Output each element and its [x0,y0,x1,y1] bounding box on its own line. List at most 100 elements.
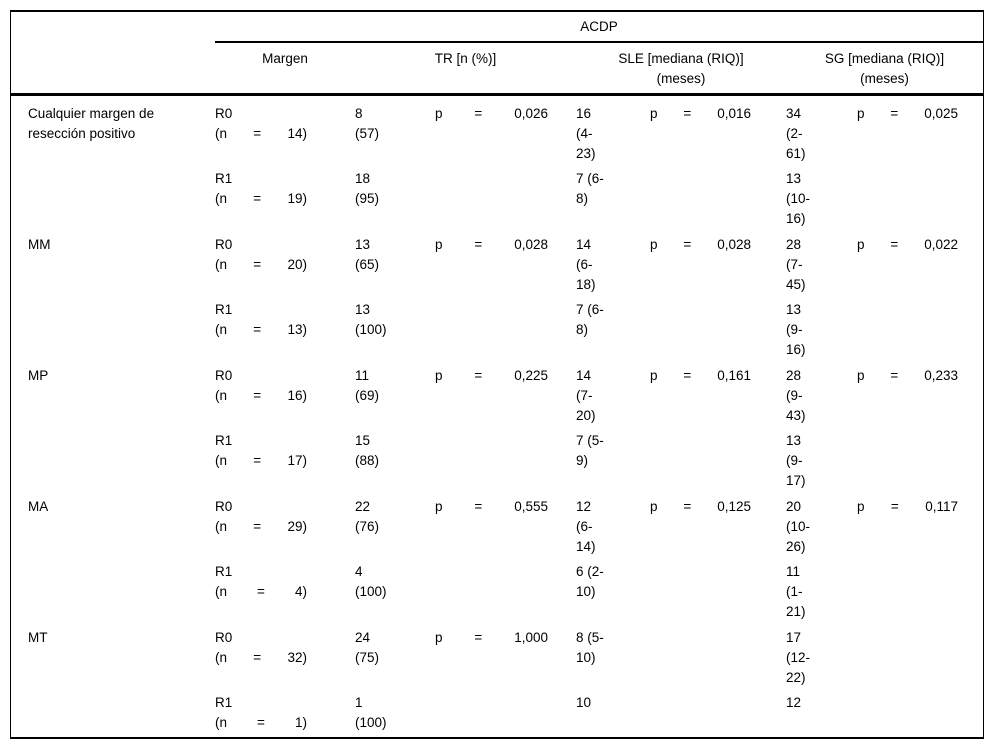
margin-cell: R0 (n = 16) [215,366,355,406]
p-symbol: p [435,499,443,514]
tr-value: 18 (95) [355,171,380,206]
tr-value: 13 (65) [355,237,380,272]
sg-p-cell: p = 0,117 [857,497,983,517]
table-row: R1 (n = 13) 13 (100) 7 (6- 8) 13 (9- 16) [11,300,983,366]
tr-p-cell: p = 0,026 [435,104,576,124]
equals-symbol: = [683,368,692,383]
p-value: 0,161 [717,368,751,383]
tr-value: 8 (57) [355,106,380,141]
sg-value: 17 (12- 22) [786,630,811,685]
p-value: 0,225 [514,368,548,383]
equals-symbol: = [890,237,899,252]
margin-code: R0 [215,237,233,252]
tr-p-cell: p = 0,028 [435,235,576,255]
margin-cell: R1 (n = 17) [215,431,355,471]
table-row: R1 (n = 1) 1 (100) 10 12 [11,693,983,737]
col-header-sle: SLE [mediana (RIQ)] (meses) [618,51,744,86]
tr-value: 22 (76) [355,499,380,534]
margin-code: R0 [215,630,233,645]
table-group: Cualquier margen de resección positivo R… [11,104,983,235]
margin-cell: R0 (n = 29) [215,497,355,537]
tr-value: 11 (69) [355,368,380,403]
row-label: Cualquier margen de resección positivo [28,106,155,141]
row-label: MP [28,368,49,383]
table-row: MT R0 (n = 32) 24 (75) p = 1,000 8 (5- 10) 1… [11,628,983,693]
equals-symbol: = [890,106,899,121]
sle-value: 7 (5- 9) [576,433,604,468]
margin-code: R0 [215,499,233,514]
p-symbol: p [435,106,443,121]
table-row: R1 (n = 4) 4 (100) 6 (2- 10) 11 (1- 21) [11,562,983,628]
sample-size: (n = 1) [215,715,307,730]
sle-p-cell: p = 0,161 [650,366,786,386]
p-value: 0,022 [924,237,958,252]
row-label: MA [28,499,49,514]
equals-symbol: = [474,368,483,383]
row-label: MM [28,237,51,252]
p-symbol: p [435,368,443,383]
tr-value: 13 (100) [355,302,387,337]
table-group: MP R0 (n = 16) 11 (69) p = 0,225 14 (7- 20) … [11,366,983,497]
sg-value: 13 (10- 16) [786,171,811,226]
p-value: 0,125 [717,499,751,514]
equals-symbol: = [683,237,692,252]
sample-size: (n = 19) [215,191,307,206]
table-row: R1 (n = 17) 15 (88) 7 (5- 9) 13 (9- 17) [11,431,983,497]
column-group-row: ACDP [11,12,983,43]
p-symbol: p [857,106,865,121]
results-table: ACDP Margen TR [n (%)] SLE [mediana (RIQ… [10,10,984,739]
sg-value: 12 [786,695,802,710]
sle-value: 7 (6- 8) [576,302,604,337]
sg-p-cell: p = 0,025 [857,104,983,124]
tr-value: 4 (100) [355,564,387,599]
sample-size: (n = 17) [215,453,307,468]
sle-value: 8 (5- 10) [576,630,604,665]
p-symbol: p [650,106,658,121]
margin-cell: R1 (n = 1) [215,693,355,733]
equals-symbol: = [683,106,692,121]
tr-p-cell: p = 1,000 [435,628,576,648]
tr-value: 15 (88) [355,433,380,468]
sle-p-cell: p = 0,028 [650,235,786,255]
sle-value: 12 (6- 14) [576,499,596,554]
sg-value: 20 (10- 26) [786,499,811,554]
table-header: ACDP Margen TR [n (%)] SLE [mediana (RIQ… [11,12,983,96]
p-value: 0,555 [514,499,548,514]
p-value: 0,117 [925,499,958,514]
equals-symbol: = [474,237,483,252]
col-header-sg: SG [mediana (RIQ)] (meses) [824,51,945,86]
p-symbol: p [435,237,443,252]
p-value: 0,028 [514,237,548,252]
p-value: 0,025 [924,106,958,121]
p-symbol: p [857,499,865,514]
column-group-span: ACDP [215,12,983,43]
tr-p-cell: p = 0,225 [435,366,576,386]
equals-symbol: = [890,499,899,514]
p-value: 0,028 [717,237,751,252]
table-row: MP R0 (n = 16) 11 (69) p = 0,225 14 (7- 20) … [11,366,983,431]
equals-symbol: = [474,630,483,645]
table-group: MT R0 (n = 32) 24 (75) p = 1,000 8 (5- 10) 1… [11,628,983,737]
sle-value: 7 (6- 8) [576,171,604,206]
table-group: MM R0 (n = 20) 13 (65) p = 0,028 14 (6- 18) … [11,235,983,366]
margin-code: R0 [215,106,233,121]
margin-code: R1 [215,171,233,186]
sle-value: 14 (6- 18) [576,237,596,292]
sample-size: (n = 32) [215,650,307,665]
p-value: 0,016 [717,106,751,121]
sample-size: (n = 13) [215,322,307,337]
table-row: R1 (n = 19) 18 (95) 7 (6- 8) 13 (10- 16) [11,169,983,235]
equals-symbol: = [890,368,899,383]
sg-p-cell: p = 0,022 [857,235,983,255]
sg-value: 13 (9- 16) [786,302,806,357]
table-row: MM R0 (n = 20) 13 (65) p = 0,028 14 (6- 18) … [11,235,983,300]
sample-size: (n = 29) [215,519,307,534]
margin-cell: R0 (n = 20) [215,235,355,275]
sle-value: 6 (2- 10) [576,564,604,599]
p-value: 0,233 [924,368,958,383]
sample-size: (n = 14) [215,126,307,141]
sample-size: (n = 16) [215,388,307,403]
table-row: Cualquier margen de resección positivo R… [11,104,983,169]
sle-value: 16 (4- 23) [576,106,596,161]
p-symbol: p [435,630,443,645]
